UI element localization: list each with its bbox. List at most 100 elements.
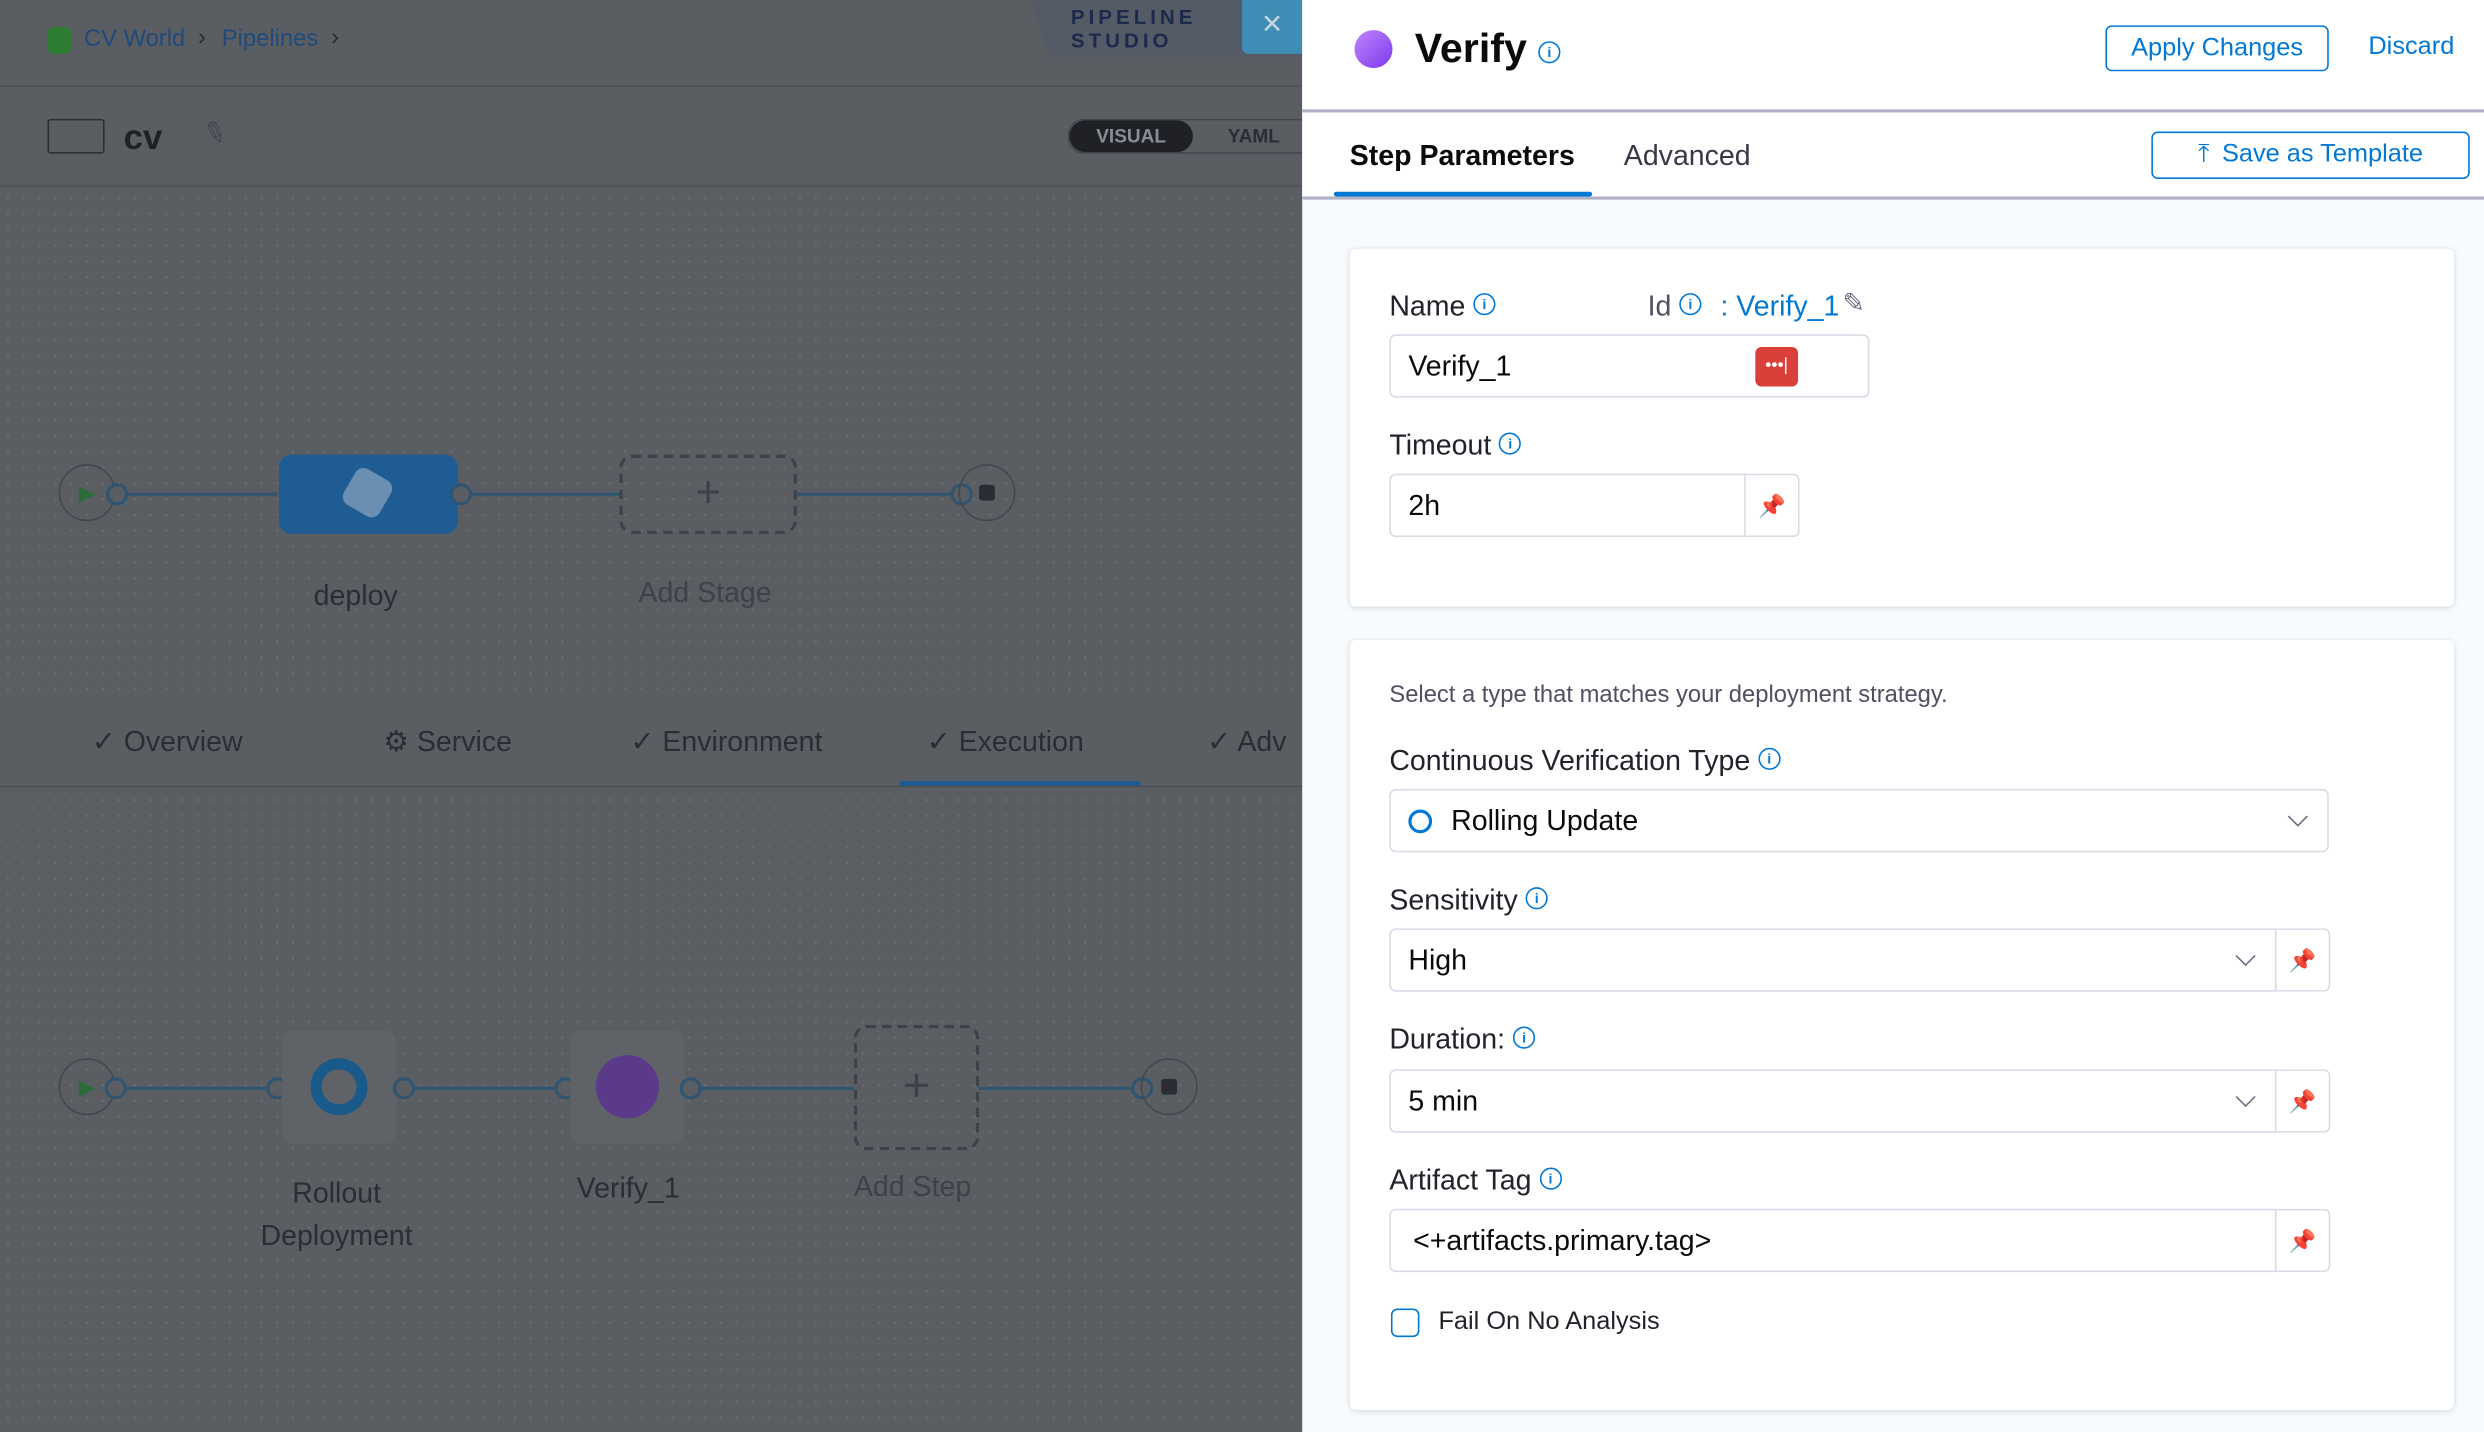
rolling-update-icon bbox=[1408, 808, 1433, 833]
chevron-right-icon: › bbox=[198, 23, 206, 51]
info-icon[interactable]: i bbox=[1525, 887, 1548, 910]
pin-icon[interactable]: 📌 bbox=[2276, 1208, 2331, 1273]
tab-advanced[interactable]: ✓ Adv bbox=[1207, 725, 1287, 758]
connector bbox=[411, 1086, 558, 1090]
timeout-label: Timeout i bbox=[1389, 429, 1522, 462]
artifact-tag-label: Artifact Tag i bbox=[1389, 1164, 1562, 1197]
duration-value: 5 min bbox=[1408, 1084, 1479, 1117]
pin-icon[interactable]: 📌 bbox=[2276, 928, 2331, 992]
top-bar: CV World › Pipelines › PIPELINE STUDIO × bbox=[0, 0, 1303, 88]
tab-label: Execution bbox=[958, 725, 1084, 758]
duration-label: Duration: i bbox=[1389, 1023, 1536, 1056]
active-tab-indicator bbox=[899, 781, 1141, 786]
connector bbox=[979, 1086, 1135, 1090]
add-stage-button[interactable]: + bbox=[619, 454, 797, 534]
edit-icon[interactable]: ✎ bbox=[198, 114, 232, 153]
step-config-drawer: Verify i Apply Changes Discard Step Para… bbox=[1302, 0, 2484, 1432]
fail-on-no-analysis-label[interactable]: Fail On No Analysis bbox=[1438, 1308, 1660, 1336]
cv-type-label: Continuous Verification Type i bbox=[1389, 745, 1781, 778]
pipeline-name: cv bbox=[123, 117, 163, 157]
tab-label: Environment bbox=[662, 725, 823, 758]
view-toggle[interactable]: VISUAL YAML bbox=[1067, 118, 1303, 154]
chevron-down-icon bbox=[2287, 806, 2308, 827]
pin-icon[interactable]: 📌 bbox=[2276, 1069, 2331, 1133]
gear-icon: ⚙ bbox=[383, 725, 409, 758]
tab-label: Service bbox=[416, 725, 512, 758]
cv-type-select[interactable]: Rolling Update bbox=[1389, 788, 2329, 853]
name-input[interactable]: Verify_1 •••| bbox=[1389, 334, 1870, 398]
stage-tabs: ✓ Overview ⚙ Service ✓ Environment ✓ Exe… bbox=[0, 697, 1303, 788]
pipeline-title-bar: cv ✎ VISUAL YAML bbox=[0, 87, 1303, 187]
visual-toggle[interactable]: VISUAL bbox=[1069, 120, 1193, 153]
drawer-tabs: Step Parameters Advanced ⤒ Save as Templa… bbox=[1302, 112, 2484, 200]
verification-card: Select a type that matches your deployme… bbox=[1349, 640, 2454, 1410]
connector bbox=[123, 1086, 270, 1090]
add-stage-label: Add Stage bbox=[638, 576, 772, 609]
chevron-right-icon: › bbox=[331, 23, 340, 51]
step-verify-node[interactable] bbox=[570, 1029, 685, 1144]
studio-label: PIPELINE STUDIO bbox=[1070, 4, 1197, 53]
info-icon[interactable]: i bbox=[1473, 293, 1496, 316]
pipeline-canvas-dimmed: CV World › Pipelines › PIPELINE STUDIO ×… bbox=[0, 0, 1303, 1432]
connector bbox=[125, 492, 278, 496]
verify-icon bbox=[595, 1055, 660, 1119]
info-icon[interactable]: i bbox=[1512, 1026, 1536, 1049]
end-node-icon bbox=[958, 464, 1016, 522]
tab-execution[interactable]: ✓ Execution bbox=[926, 725, 1084, 758]
apply-changes-button[interactable]: Apply Changes bbox=[2105, 25, 2329, 72]
tab-label: Overview bbox=[123, 725, 243, 758]
id-value: : Verify_1 bbox=[1720, 289, 1840, 322]
pipeline-icon bbox=[47, 118, 105, 154]
strategy-hint: Select a type that matches your deployme… bbox=[1389, 681, 1948, 709]
cv-type-value: Rolling Update bbox=[1451, 803, 1639, 836]
info-icon[interactable]: i bbox=[1499, 432, 1522, 455]
artifact-tag-input[interactable]: <+artifacts.primary.tag> bbox=[1389, 1208, 2277, 1273]
tab-environment[interactable]: ✓ Environment bbox=[630, 725, 823, 758]
active-tab-indicator bbox=[1333, 191, 1593, 197]
chevron-down-icon bbox=[2235, 1086, 2256, 1108]
drawer-title: Verify bbox=[1414, 23, 1527, 72]
info-icon[interactable]: i bbox=[1538, 41, 1561, 64]
verify-icon bbox=[1354, 30, 1393, 69]
save-as-template-button[interactable]: ⤒ Save as Template bbox=[2151, 131, 2470, 180]
name-value: Verify_1 bbox=[1408, 349, 1512, 382]
tab-step-parameters[interactable]: Step Parameters bbox=[1349, 139, 1575, 172]
pin-icon[interactable]: 📌 bbox=[1745, 473, 1800, 538]
stage-deploy-node[interactable] bbox=[278, 454, 458, 534]
upload-icon: ⤒ bbox=[2198, 140, 2210, 168]
info-icon[interactable]: i bbox=[1539, 1167, 1562, 1190]
info-icon[interactable]: i bbox=[1758, 747, 1781, 770]
duration-select[interactable]: 5 min bbox=[1389, 1069, 2277, 1133]
tab-service[interactable]: ⚙ Service bbox=[383, 726, 512, 759]
basic-info-card: Name i Id i : Verify_1 ✎ Verify_1 •••| Tim… bbox=[1349, 248, 2454, 607]
discard-button[interactable]: Discard bbox=[2368, 33, 2455, 61]
add-step-label: Add Step bbox=[853, 1170, 972, 1203]
breadcrumb-cv-world[interactable]: CV World bbox=[83, 25, 186, 53]
name-label: Name i bbox=[1389, 290, 1496, 323]
step-label: Rollout Deployment bbox=[260, 1177, 413, 1252]
tab-advanced[interactable]: Advanced bbox=[1623, 139, 1751, 172]
timeout-input[interactable]: 2h bbox=[1389, 473, 1746, 538]
step-rollout-node[interactable] bbox=[281, 1029, 397, 1144]
connector bbox=[698, 1086, 854, 1090]
timeout-value: 2h bbox=[1408, 488, 1441, 521]
chevron-down-icon bbox=[2235, 945, 2256, 967]
connector bbox=[468, 492, 620, 496]
edit-icon[interactable]: ✎ bbox=[1842, 288, 1865, 319]
tab-overview[interactable]: ✓ Overview bbox=[91, 725, 243, 758]
project-icon bbox=[47, 26, 72, 54]
close-icon[interactable]: × bbox=[1242, 0, 1303, 54]
rollout-icon bbox=[310, 1058, 368, 1116]
sensitivity-label: Sensitivity i bbox=[1389, 884, 1548, 917]
button-label: Save as Template bbox=[2221, 140, 2424, 168]
stage-label: deploy bbox=[313, 579, 398, 612]
info-icon[interactable]: i bbox=[1679, 293, 1702, 316]
yaml-toggle[interactable]: YAML bbox=[1227, 125, 1280, 148]
add-step-button[interactable]: + bbox=[853, 1024, 980, 1151]
fail-on-no-analysis-checkbox[interactable] bbox=[1390, 1308, 1420, 1338]
password-manager-icon[interactable]: •••| bbox=[1755, 346, 1799, 387]
breadcrumb-pipelines[interactable]: Pipelines bbox=[221, 25, 319, 53]
sensitivity-select[interactable]: High bbox=[1389, 928, 2277, 992]
end-node-icon bbox=[1140, 1058, 1198, 1116]
deploy-icon bbox=[339, 464, 396, 521]
